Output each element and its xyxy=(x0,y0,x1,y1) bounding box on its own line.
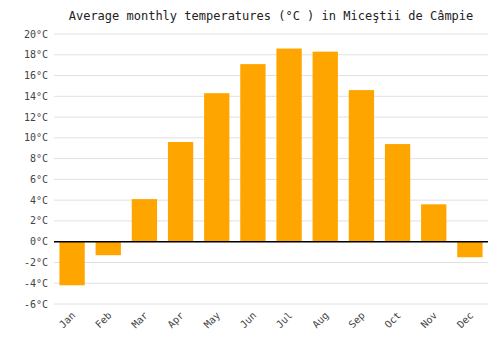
bar xyxy=(240,64,265,242)
x-tick-label: Nov xyxy=(419,310,440,331)
y-tick-label: 4°C xyxy=(30,195,48,206)
bar xyxy=(349,90,374,242)
y-tick-label: 2°C xyxy=(30,215,48,226)
grid-line xyxy=(54,75,488,76)
x-tick-label: Jan xyxy=(57,310,78,331)
grid-line xyxy=(54,34,488,35)
y-tick-label: 8°C xyxy=(30,153,48,164)
bar xyxy=(421,204,446,241)
y-tick-label: 16°C xyxy=(24,70,48,81)
x-tick-label: Dec xyxy=(455,310,476,331)
zero-line xyxy=(54,241,488,243)
chart: Average monthly temperatures (°C ) in Mi… xyxy=(0,0,500,350)
grid-line xyxy=(54,158,488,159)
x-tick-label: Mar xyxy=(129,310,150,331)
chart-container: Average monthly temperatures (°C ) in Mi… xyxy=(0,0,500,350)
y-tick-label: 14°C xyxy=(24,91,48,102)
y-tick-label: 18°C xyxy=(24,49,48,60)
x-tick-label: May xyxy=(202,310,223,331)
y-tick-label: -4°C xyxy=(24,278,48,289)
y-tick-label: 12°C xyxy=(24,112,48,123)
grid-line xyxy=(54,304,488,305)
grid-line xyxy=(54,241,488,242)
page: {"chart_data": {"type": "bar", "title": … xyxy=(0,0,500,350)
y-tick-label: -6°C xyxy=(24,299,48,310)
grid-line xyxy=(54,179,488,180)
grid-line xyxy=(54,200,488,201)
x-tick-label: Feb xyxy=(93,310,114,331)
bar xyxy=(457,242,482,258)
x-tick-label: Apr xyxy=(165,310,186,331)
bars xyxy=(59,49,482,286)
grid-line xyxy=(54,137,488,138)
x-tick-label: Aug xyxy=(310,310,331,331)
grid-line xyxy=(54,117,488,118)
y-axis: -6°C -4°C -2°C 0°C 2°C 4°C 6°C 8°C 10°C 12°C 14°C 1… xyxy=(24,29,48,310)
y-tick-label: 6°C xyxy=(30,174,48,185)
bar xyxy=(276,49,301,242)
x-tick-label: Jul xyxy=(274,310,295,331)
bar xyxy=(59,242,84,286)
x-tick-label: Oct xyxy=(382,310,403,331)
y-tick-label: -2°C xyxy=(24,257,48,268)
bar xyxy=(132,199,157,242)
x-tick-label: Jun xyxy=(238,310,259,331)
y-tick-label: 20°C xyxy=(24,29,48,40)
bar xyxy=(313,52,338,242)
title: Average monthly temperatures (°C ) in Mi… xyxy=(69,9,474,23)
x-axis: Jan Feb Mar Apr May Jun Jul Aug Sep Oct Nov Dec xyxy=(57,310,475,331)
bar xyxy=(385,144,410,242)
x-tick-label: Sep xyxy=(346,310,367,331)
grid-line xyxy=(54,262,488,263)
bar xyxy=(168,142,193,242)
y-grid xyxy=(54,34,488,304)
y-tick-label: 10°C xyxy=(24,132,48,143)
bar xyxy=(204,93,229,242)
grid-line xyxy=(54,283,488,284)
y-tick-label: 0°C xyxy=(30,236,48,247)
grid-line xyxy=(54,54,488,55)
bar xyxy=(96,242,121,256)
grid-line xyxy=(54,96,488,97)
